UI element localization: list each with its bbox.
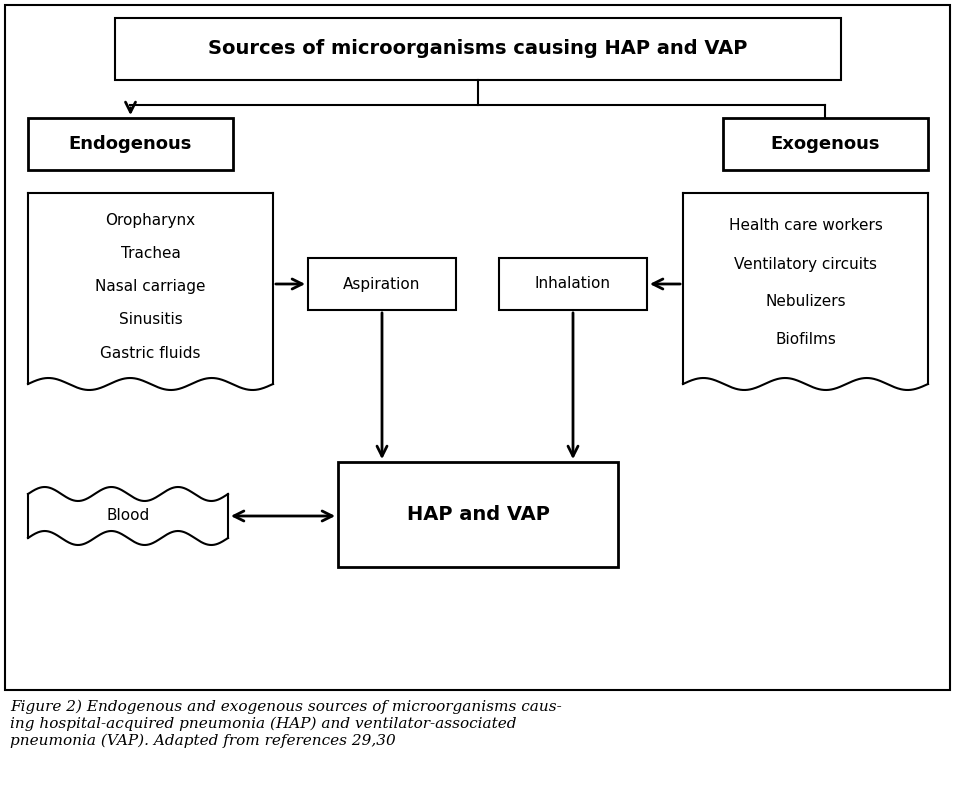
Text: Nebulizers: Nebulizers [765,294,846,310]
Text: Blood: Blood [106,508,150,523]
FancyBboxPatch shape [499,258,647,310]
FancyBboxPatch shape [308,258,456,310]
FancyBboxPatch shape [5,5,950,690]
Text: Exogenous: Exogenous [771,135,880,153]
FancyBboxPatch shape [28,118,233,170]
Text: Inhalation: Inhalation [535,277,611,291]
FancyBboxPatch shape [723,118,928,170]
Bar [683,193,928,384]
Text: Biofilms: Biofilms [775,333,836,347]
Text: Oropharynx: Oropharynx [105,213,196,229]
Text: HAP and VAP: HAP and VAP [406,505,550,524]
Text: Endogenous: Endogenous [69,135,192,153]
Text: Sinusitis: Sinusitis [119,312,183,328]
FancyBboxPatch shape [115,18,841,80]
FancyBboxPatch shape [338,462,618,567]
Text: Ventilatory circuits: Ventilatory circuits [734,256,877,272]
Polygon shape [683,378,928,390]
Polygon shape [28,487,228,545]
Text: Sources of microorganisms causing HAP and VAP: Sources of microorganisms causing HAP an… [208,40,748,58]
Text: Health care workers: Health care workers [728,218,882,234]
Text: Aspiration: Aspiration [343,277,421,291]
Text: Figure 2) Endogenous and exogenous sources of microorganisms caus-
ing hospital-: Figure 2) Endogenous and exogenous sourc… [10,700,562,748]
Bar [28,193,273,384]
Polygon shape [28,378,273,390]
Text: Nasal carriage: Nasal carriage [96,280,206,294]
Text: Gastric fluids: Gastric fluids [100,345,201,361]
Text: Trachea: Trachea [120,247,181,261]
